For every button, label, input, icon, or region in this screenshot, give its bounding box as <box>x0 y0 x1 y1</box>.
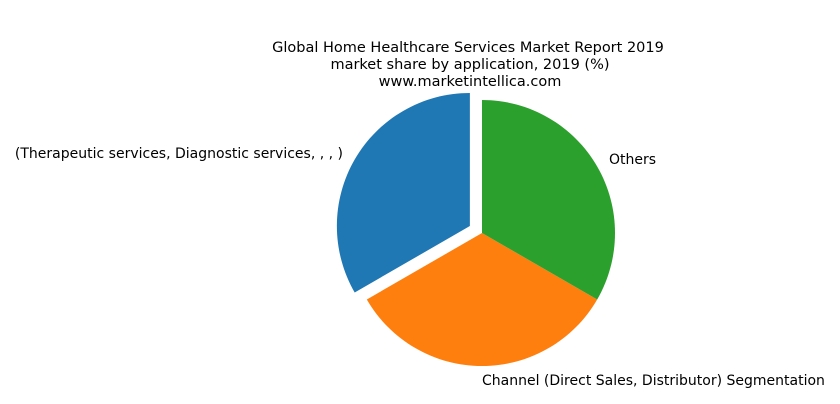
slice-label-channel: Channel (Direct Sales, Distributor) Segm… <box>482 373 825 389</box>
pie-slice-2 <box>482 100 615 300</box>
chart-title-line-1: Global Home Healthcare Services Market R… <box>272 40 664 56</box>
chart-title-line-2: market share by application, 2019 (%) <box>330 57 609 73</box>
slice-label-others: Others <box>609 152 656 168</box>
slice-label-therapeutic: (Therapeutic services, Diagnostic servic… <box>15 146 343 162</box>
pie-slice-0 <box>336 93 470 293</box>
chart-title-line-3: www.marketintellica.com <box>379 74 562 90</box>
